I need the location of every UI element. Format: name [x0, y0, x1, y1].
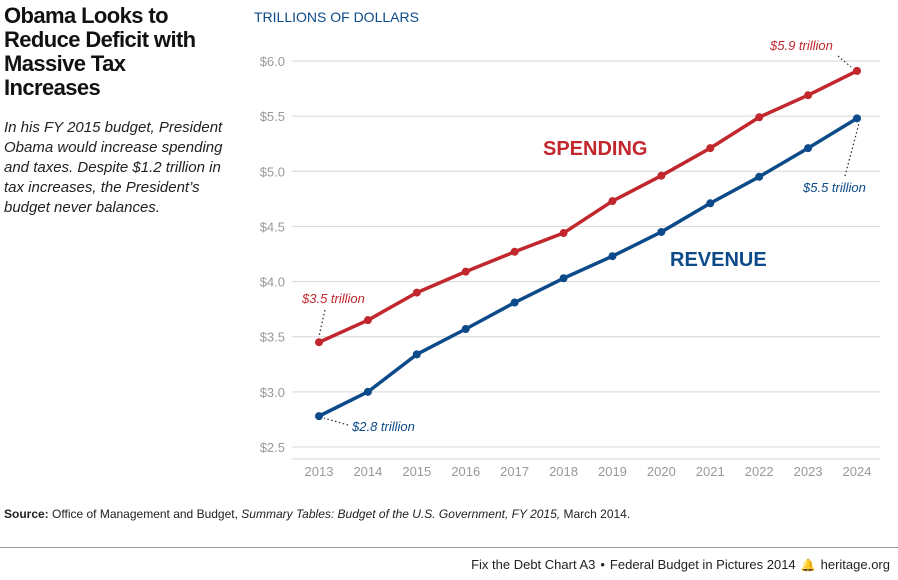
y-tick-label: $5.5 — [260, 109, 285, 124]
source-note: Source: Office of Management and Budget,… — [4, 507, 630, 521]
x-tick-label: 2020 — [647, 464, 676, 479]
revenue-point — [559, 274, 568, 283]
footer-site-link[interactable]: heritage.org — [820, 557, 890, 572]
y-tick-label: $4.5 — [260, 219, 285, 234]
spending-point — [755, 113, 764, 122]
y-tick-label: $2.5 — [260, 440, 285, 455]
annotation-leader — [837, 55, 852, 68]
x-tick-label: 2013 — [305, 464, 334, 479]
source-text: Office of Management and Budget, — [52, 507, 238, 521]
revenue-point — [461, 324, 470, 333]
footer-separator: • — [600, 557, 605, 572]
annotation-label: $2.8 trillion — [351, 419, 415, 434]
annotation-label: $5.5 trillion — [802, 180, 866, 195]
chart-description: In his FY 2015 budget, President Obama w… — [4, 119, 223, 216]
revenue-point — [363, 387, 372, 396]
spending-point — [315, 338, 323, 347]
revenue-point — [608, 252, 617, 261]
annotation-leader — [318, 309, 326, 337]
x-tick-label: 2017 — [500, 464, 529, 479]
footer-chart-id: Fix the Debt Chart A3 — [471, 557, 596, 572]
line-chart: TRILLIONS OF DOLLARS $2.5 $3.0 $3.5 $4.0 $4.5… — [254, 9, 880, 479]
x-tick-label: 2021 — [696, 464, 725, 479]
x-tick-label: 2023 — [794, 464, 823, 479]
x-tick-label: 2016 — [451, 464, 480, 479]
spending-line — [318, 69, 858, 344]
y-axis-title: TRILLIONS OF DOLLARS — [254, 9, 419, 25]
spending-point — [706, 144, 715, 153]
annotation-leader — [844, 123, 860, 177]
x-tick-label: 2024 — [843, 464, 872, 479]
spending-point — [657, 171, 666, 180]
revenue-point — [755, 172, 764, 181]
revenue-point — [706, 199, 715, 208]
x-tick-label: 2019 — [598, 464, 627, 479]
y-tick-label: $3.0 — [260, 385, 285, 400]
y-tick-label: $3.5 — [260, 330, 285, 345]
footer-divider — [0, 547, 898, 548]
revenue-line — [318, 116, 858, 418]
x-tick-label: 2014 — [353, 464, 382, 479]
annotation-leader — [323, 417, 349, 426]
revenue-point — [510, 298, 519, 307]
x-tick-label: 2015 — [402, 464, 431, 479]
source-title: Summary Tables: Budget of the U.S. Gover… — [241, 507, 561, 521]
spending-point — [363, 316, 372, 325]
spending-series-label: SPENDING — [543, 138, 647, 160]
revenue-point — [315, 412, 323, 421]
spending-point — [412, 288, 421, 297]
spending-point — [804, 91, 813, 100]
spending-point — [559, 229, 568, 238]
footer: Fix the Debt Chart A3 • Federal Budget i… — [471, 557, 890, 572]
annotation-label: $5.9 trillion — [769, 38, 833, 53]
revenue-point — [657, 227, 666, 236]
revenue-point — [853, 114, 861, 123]
spending-point — [510, 247, 519, 256]
spending-point — [608, 197, 617, 206]
annotation-label: $3.5 trillion — [301, 291, 365, 306]
spending-point — [461, 267, 470, 276]
spending-point — [853, 66, 861, 75]
revenue-point — [412, 350, 421, 359]
revenue-series-label: REVENUE — [670, 249, 767, 271]
liberty-bell-icon: 🔔 — [800, 557, 816, 572]
x-tick-label: 2018 — [549, 464, 578, 479]
y-tick-label: $4.0 — [260, 275, 285, 290]
source-label: Source: — [4, 507, 49, 521]
y-tick-label: $5.0 — [260, 164, 285, 179]
x-tick-label: 2022 — [745, 464, 774, 479]
page-title: Obama Looks to Reduce Deficit with Massi… — [4, 3, 196, 100]
y-tick-label: $6.0 — [260, 54, 285, 69]
footer-publication: Federal Budget in Pictures 2014 — [609, 557, 796, 572]
revenue-point — [804, 144, 813, 153]
source-date: March 2014. — [563, 507, 631, 521]
